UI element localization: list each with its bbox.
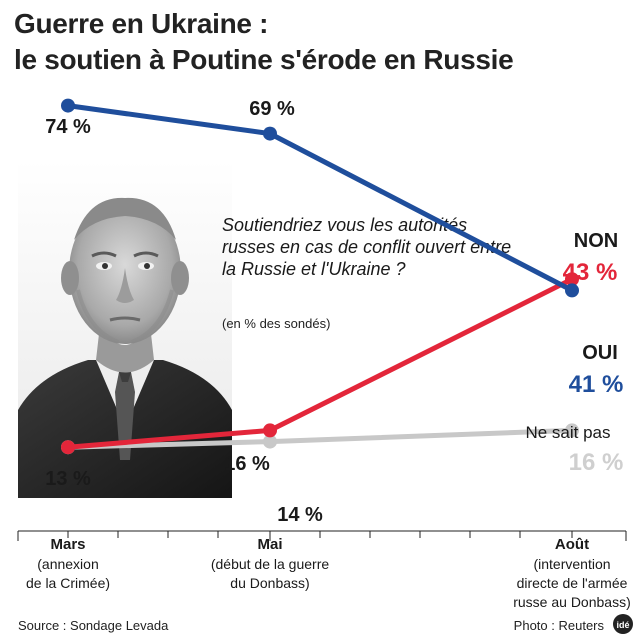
series-point-ne-sait-pas xyxy=(565,423,579,438)
data-label-oui-aout: 41 % xyxy=(569,371,624,398)
data-label-oui-mai: 69 % xyxy=(249,98,295,120)
survey-question-note: (en % des sondés) xyxy=(222,316,331,331)
photo-credit: Photo : Reuters xyxy=(513,618,604,633)
ide-logo-icon: idé xyxy=(613,614,633,634)
ide-logo-text: idé xyxy=(616,620,629,630)
survey-question: Soutiendriez vous les autorités russes e… xyxy=(222,215,512,279)
x-tick-label-août: Août xyxy=(555,536,589,553)
x-tick-note: russe au Donbass) xyxy=(513,594,631,610)
series-point-ne-sait-pas xyxy=(263,434,277,449)
series-point-oui xyxy=(263,126,277,141)
portrait-photo xyxy=(18,160,232,498)
series-point-oui xyxy=(565,283,579,298)
series-name-non: NON xyxy=(574,230,618,252)
series-point-non xyxy=(565,272,579,287)
x-tick-note: directe de l'armée xyxy=(517,575,628,591)
x-tick-label-mars: Mars xyxy=(50,536,85,553)
x-tick-note: du Donbass) xyxy=(230,575,309,591)
data-label-nsp-aout: 16 % xyxy=(569,449,624,476)
x-tick-note: (annexion xyxy=(37,556,99,572)
series-name-ne-sait-pas: Ne sait pas xyxy=(525,423,610,442)
x-tick-note: de la Crimée) xyxy=(26,575,110,591)
chart-title-line-1: Guerre en Ukraine : xyxy=(14,8,269,39)
series-name-oui: OUI xyxy=(582,342,618,364)
chart-title-line-2: le soutien à Poutine s'érode en Russie xyxy=(14,44,514,75)
series-point-oui xyxy=(61,98,75,113)
x-tick-note: (intervention xyxy=(533,556,610,572)
data-label-oui-mars: 74 % xyxy=(45,116,91,138)
portrait-photo-icon xyxy=(18,160,232,498)
data-label-non-aout: 43 % xyxy=(563,259,618,286)
series-point-non xyxy=(263,423,277,438)
x-tick-note: (début de la guerre xyxy=(211,556,330,572)
data-label-nsp-mai: 14 % xyxy=(277,504,323,526)
x-tick-label-mai: Mai xyxy=(257,536,282,553)
source-label: Source : Sondage Levada xyxy=(18,618,169,633)
